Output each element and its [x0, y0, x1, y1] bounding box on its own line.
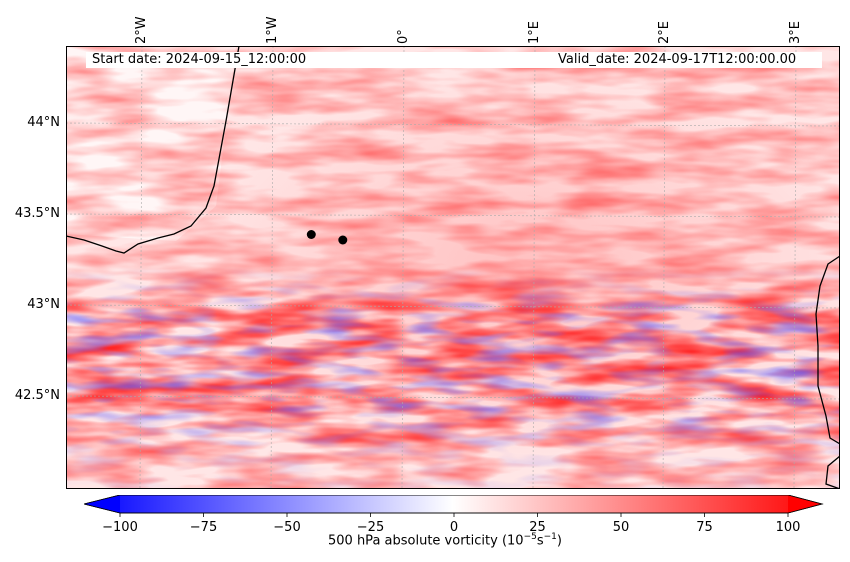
colorbar-tick: −75 — [189, 520, 218, 535]
colorbar-tick: 100 — [775, 520, 801, 535]
colorbar-tick: 25 — [529, 520, 546, 535]
location-marker — [338, 235, 348, 245]
colorbar-tick: 0 — [449, 520, 459, 535]
colorbar-bar — [84, 495, 824, 514]
colorbar-title: 500 hPa absolute vorticity (10−5s−1) — [328, 532, 562, 548]
start-date-label: Start date: 2024-09-15_12:00:00 — [92, 52, 307, 67]
valid-date-label: Valid_date: 2024-09-17T12:00:00.00 — [558, 52, 797, 67]
colorbar-title-unit-exp: −1 — [543, 532, 557, 542]
colorbar-title-exp: −5 — [523, 532, 537, 542]
lat-tick-44n: 44°N — [27, 115, 60, 130]
lon-tick-2e: 2°E — [657, 21, 672, 44]
lon-tick-1e: 1°E — [527, 21, 542, 44]
lon-tick-2w: 2°W — [134, 16, 149, 44]
header-band — [86, 52, 822, 68]
colorbar-title-unit: s — [536, 533, 544, 549]
colorbar-tick: −50 — [273, 520, 301, 535]
colorbar-title-close: ) — [556, 533, 562, 549]
lat-tick-42-5n: 42.5°N — [14, 388, 60, 403]
colorbar-max-extend — [788, 495, 822, 513]
colorbar-min-extend — [84, 495, 120, 513]
graticule — [66, 46, 840, 489]
colorbar-tick: −100 — [102, 520, 138, 535]
coastline-east — [815, 255, 840, 489]
lon-tick-3e: 3°E — [788, 21, 803, 44]
lat-tick-43-5n: 43.5°N — [14, 206, 60, 221]
colorbar-tick: 50 — [612, 520, 630, 535]
colorbar — [84, 495, 824, 517]
location-marker — [306, 230, 316, 239]
lat-tick-43n: 43°N — [27, 297, 60, 312]
lon-tick-0: 0° — [396, 29, 411, 44]
coastline-west — [66, 46, 240, 254]
colorbar-tick: −25 — [356, 520, 385, 535]
vorticity-map — [66, 46, 840, 489]
colorbar-title-text: 500 hPa absolute vorticity (10 — [328, 533, 524, 549]
colorbar-tick: 75 — [696, 520, 713, 535]
lon-tick-1w: 1°W — [265, 16, 280, 44]
